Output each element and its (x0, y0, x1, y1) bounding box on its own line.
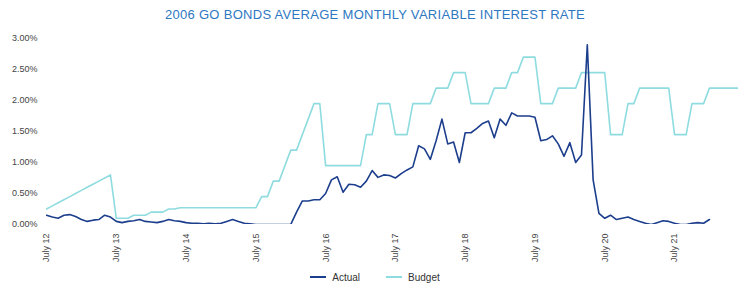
svg-text:July 20: July 20 (600, 234, 610, 263)
svg-text:July 21: July 21 (669, 234, 679, 263)
svg-text:3.00%: 3.00% (12, 33, 38, 43)
svg-text:1.50%: 1.50% (12, 126, 38, 136)
html-text:Budget: Budget (408, 271, 440, 283)
svg-text:July 14: July 14 (181, 234, 191, 263)
html-text:Actual: Actual (332, 271, 360, 283)
svg-text:July 19: July 19 (530, 234, 540, 263)
svg-text:0.50%: 0.50% (12, 188, 38, 198)
svg-text:July 15: July 15 (251, 234, 261, 263)
svg-text:July 16: July 16 (321, 234, 331, 263)
svg-text:July 17: July 17 (390, 234, 400, 263)
svg-text:July 18: July 18 (460, 234, 470, 263)
svg-text:July 12: July 12 (41, 234, 51, 263)
svg-text:2.50%: 2.50% (12, 64, 38, 74)
svg-text:2.00%: 2.00% (12, 95, 38, 105)
svg-text:0.00%: 0.00% (12, 219, 38, 229)
svg-text:1.00%: 1.00% (12, 157, 38, 167)
svg-text:July 13: July 13 (111, 234, 121, 263)
html-text:2006 GO BONDS AVERAGE MONTHLY: 2006 GO BONDS AVERAGE MONTHLY VARIABLE I… (164, 7, 586, 22)
